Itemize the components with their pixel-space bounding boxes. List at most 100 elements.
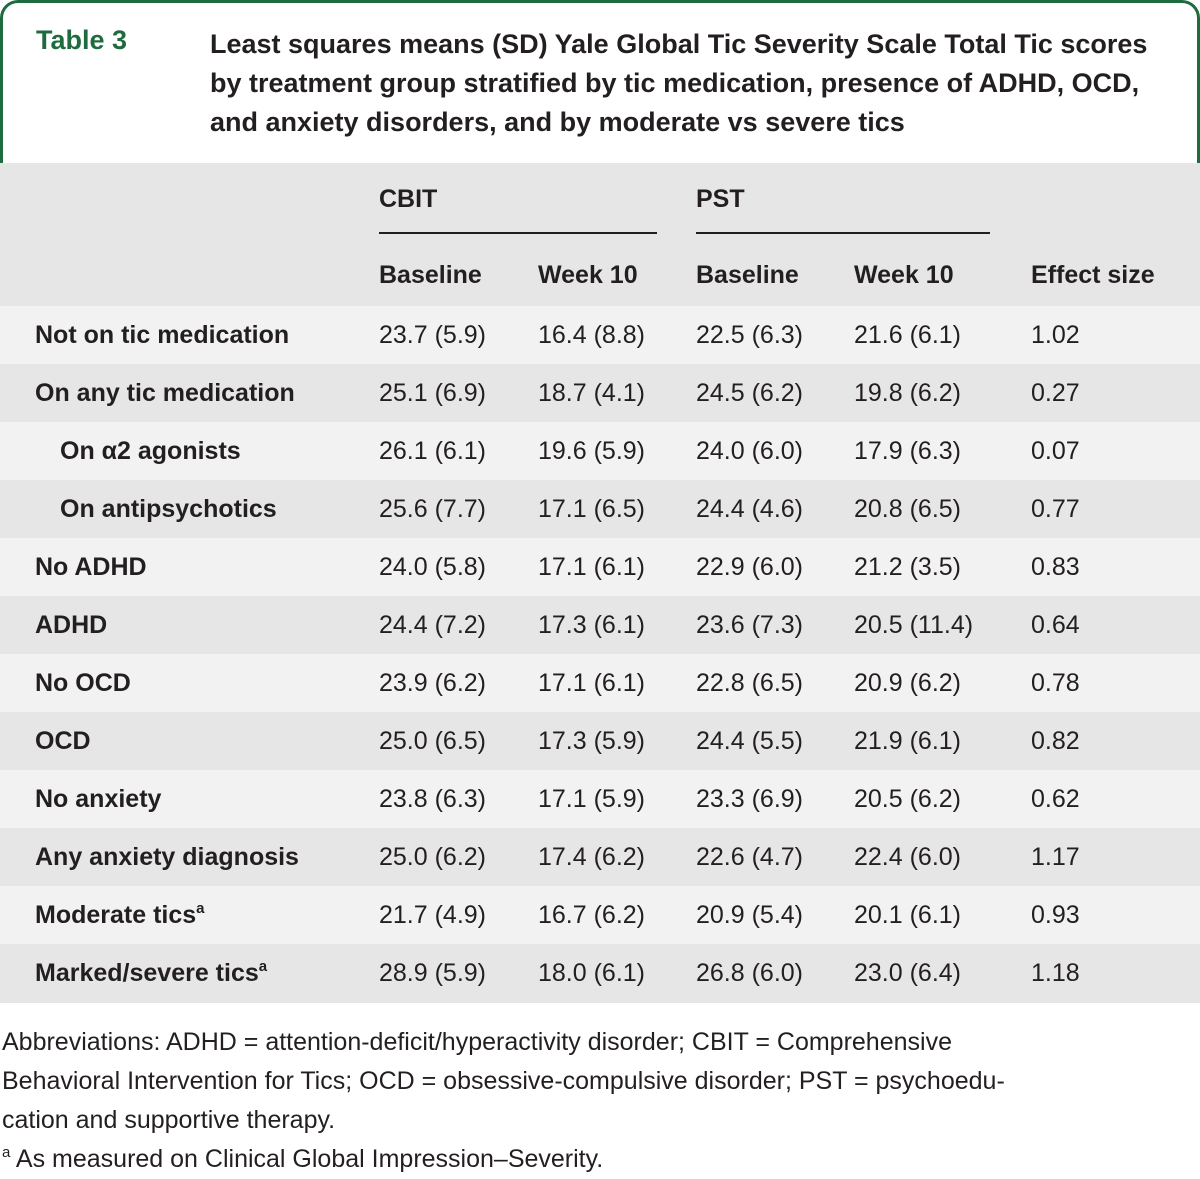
table-row: OCD 25.0 (6.5) 17.3 (5.9) 24.4 (5.5) 21.… <box>0 712 1200 770</box>
row-label: No OCD <box>35 669 131 697</box>
effect-size-cell: 0.64 <box>1031 611 1080 639</box>
pst-week10-cell: 20.5 (11.4) <box>854 611 974 639</box>
cbit-week10-cell: 16.7 (6.2) <box>538 901 646 929</box>
pst-week10-cell: 22.4 (6.0) <box>854 843 962 871</box>
cbit-week10-cell: 17.1 (6.1) <box>538 553 646 581</box>
effect-size-cell: 0.07 <box>1031 437 1080 465</box>
row-label-text: Moderate tics <box>35 901 197 929</box>
row-label: On any tic medication <box>35 379 295 407</box>
cbit-week10-cell: 17.3 (6.1) <box>538 611 646 639</box>
cbit-baseline-cell: 25.0 (6.5) <box>379 727 487 755</box>
table-row: Moderate ticsa 21.7 (4.9) 16.7 (6.2) 20.… <box>0 886 1200 944</box>
table-row: On antipsychotics 25.6 (7.7) 17.1 (6.5) … <box>0 480 1200 538</box>
pst-baseline-cell: 26.8 (6.0) <box>696 959 804 987</box>
cbit-baseline-cell: 23.8 (6.3) <box>379 785 487 813</box>
cbit-baseline-cell: 25.0 (6.2) <box>379 843 487 871</box>
pst-baseline-cell: 24.4 (5.5) <box>696 727 804 755</box>
cbit-baseline-cell: 23.9 (6.2) <box>379 669 487 697</box>
row-label: ADHD <box>35 611 108 639</box>
column-header-pst-week10: Week 10 <box>854 261 954 289</box>
row-label-text: Marked/severe tics <box>35 959 259 987</box>
effect-size-cell: 0.83 <box>1031 553 1080 581</box>
pst-baseline-cell: 24.5 (6.2) <box>696 379 804 407</box>
row-label: No ADHD <box>35 553 147 581</box>
table-row: Marked/severe ticsa 28.9 (5.9) 18.0 (6.1… <box>0 944 1200 1002</box>
cbit-week10-cell: 17.1 (6.1) <box>538 669 646 697</box>
cbit-baseline-cell: 24.0 (5.8) <box>379 553 487 581</box>
row-label: On antipsychotics <box>60 495 277 523</box>
group-rule-pst <box>696 232 990 234</box>
effect-size-cell: 0.62 <box>1031 785 1080 813</box>
cbit-baseline-cell: 28.9 (5.9) <box>379 959 487 987</box>
pst-baseline-cell: 22.5 (6.3) <box>696 321 804 349</box>
column-header-cbit-week10: Week 10 <box>538 261 638 289</box>
pst-baseline-cell: 23.3 (6.9) <box>696 785 804 813</box>
pst-week10-cell: 20.1 (6.1) <box>854 901 962 929</box>
cbit-baseline-cell: 23.7 (5.9) <box>379 321 487 349</box>
effect-size-cell: 0.77 <box>1031 495 1080 523</box>
cbit-week10-cell: 17.1 (6.5) <box>538 495 646 523</box>
abbreviations-line-3: cation and supportive therapy. <box>2 1106 336 1134</box>
effect-size-cell: 1.17 <box>1031 843 1080 871</box>
table-title: Least squares means (SD) Yale Global Tic… <box>210 29 1148 137</box>
cbit-week10-cell: 18.7 (4.1) <box>538 379 646 407</box>
table-label: Table 3 <box>36 25 128 55</box>
cbit-week10-cell: 19.6 (5.9) <box>538 437 646 465</box>
data-table: CBIT PST Baseline Week 10 Baseline Week … <box>0 163 1200 1003</box>
table-row: Not on tic medication 23.7 (5.9) 16.4 (8… <box>0 306 1200 364</box>
pst-week10-cell: 21.6 (6.1) <box>854 321 962 349</box>
table-row: ADHD 24.4 (7.2) 17.3 (6.1) 23.6 (7.3) 20… <box>0 596 1200 654</box>
pst-week10-cell: 17.9 (6.3) <box>854 437 962 465</box>
cbit-week10-cell: 16.4 (8.8) <box>538 321 646 349</box>
row-label: Not on tic medication <box>35 321 290 349</box>
group-header-pst: PST <box>696 185 745 213</box>
pst-week10-cell: 20.8 (6.5) <box>854 495 962 523</box>
pst-baseline-cell: 22.6 (4.7) <box>696 843 804 871</box>
pst-baseline-cell: 24.0 (6.0) <box>696 437 804 465</box>
footnote-a-text: As measured on Clinical Global Impressio… <box>15 1145 604 1173</box>
pst-baseline-cell: 20.9 (5.4) <box>696 901 804 929</box>
cbit-baseline-cell: 21.7 (4.9) <box>379 901 487 929</box>
row-label: Moderate ticsa <box>35 886 205 944</box>
group-header-cbit: CBIT <box>379 185 438 213</box>
footnote-marker: a <box>258 958 268 975</box>
pst-week10-cell: 20.5 (6.2) <box>854 785 962 813</box>
table-row: On any tic medication 25.1 (6.9) 18.7 (4… <box>0 364 1200 422</box>
row-label: No anxiety <box>35 785 162 813</box>
cbit-baseline-cell: 25.1 (6.9) <box>379 379 487 407</box>
table-row: No anxiety 23.8 (6.3) 17.1 (5.9) 23.3 (6… <box>0 770 1200 828</box>
column-header-effect-size: Effect size <box>1031 261 1155 289</box>
pst-baseline-cell: 22.9 (6.0) <box>696 553 804 581</box>
effect-size-cell: 0.78 <box>1031 669 1080 697</box>
footnote-a: a As measured on Clinical Global Impress… <box>2 1140 603 1179</box>
group-rule-cbit <box>379 232 657 234</box>
pst-baseline-cell: 23.6 (7.3) <box>696 611 804 639</box>
footnote-marker: a <box>196 900 205 917</box>
row-label: Any anxiety diagnosis <box>35 843 299 871</box>
table-caption-box: Table 3 Least squares means (SD) Yale Gl… <box>0 0 1200 163</box>
row-label: OCD <box>35 727 91 755</box>
cbit-week10-cell: 17.1 (5.9) <box>538 785 646 813</box>
effect-size-cell: 1.18 <box>1031 959 1080 987</box>
cbit-week10-cell: 18.0 (6.1) <box>538 959 646 987</box>
cbit-baseline-cell: 26.1 (6.1) <box>379 437 487 465</box>
pst-baseline-cell: 24.4 (4.6) <box>696 495 804 523</box>
row-label: On α2 agonists <box>60 437 241 465</box>
pst-week10-cell: 21.2 (3.5) <box>854 553 962 581</box>
footnote-marker: a <box>2 1144 11 1161</box>
cbit-week10-cell: 17.3 (5.9) <box>538 727 646 755</box>
cbit-week10-cell: 17.4 (6.2) <box>538 843 646 871</box>
abbreviations-line-2: Behavioral Intervention for Tics; OCD = … <box>2 1067 1005 1095</box>
column-header-cbit-baseline: Baseline <box>379 261 482 289</box>
abbreviations-line-1: Abbreviations: ADHD = attention-deficit/… <box>2 1028 952 1056</box>
table-row: On α2 agonists 26.1 (6.1) 19.6 (5.9) 24.… <box>0 422 1200 480</box>
pst-week10-cell: 21.9 (6.1) <box>854 727 962 755</box>
effect-size-cell: 0.27 <box>1031 379 1080 407</box>
pst-week10-cell: 20.9 (6.2) <box>854 669 962 697</box>
table-row: No ADHD 24.0 (5.8) 17.1 (6.1) 22.9 (6.0)… <box>0 538 1200 596</box>
pst-week10-cell: 19.8 (6.2) <box>854 379 962 407</box>
column-header-pst-baseline: Baseline <box>696 261 799 289</box>
cbit-baseline-cell: 24.4 (7.2) <box>379 611 487 639</box>
table-row: No OCD 23.9 (6.2) 17.1 (6.1) 22.8 (6.5) … <box>0 654 1200 712</box>
pst-week10-cell: 23.0 (6.4) <box>854 959 962 987</box>
